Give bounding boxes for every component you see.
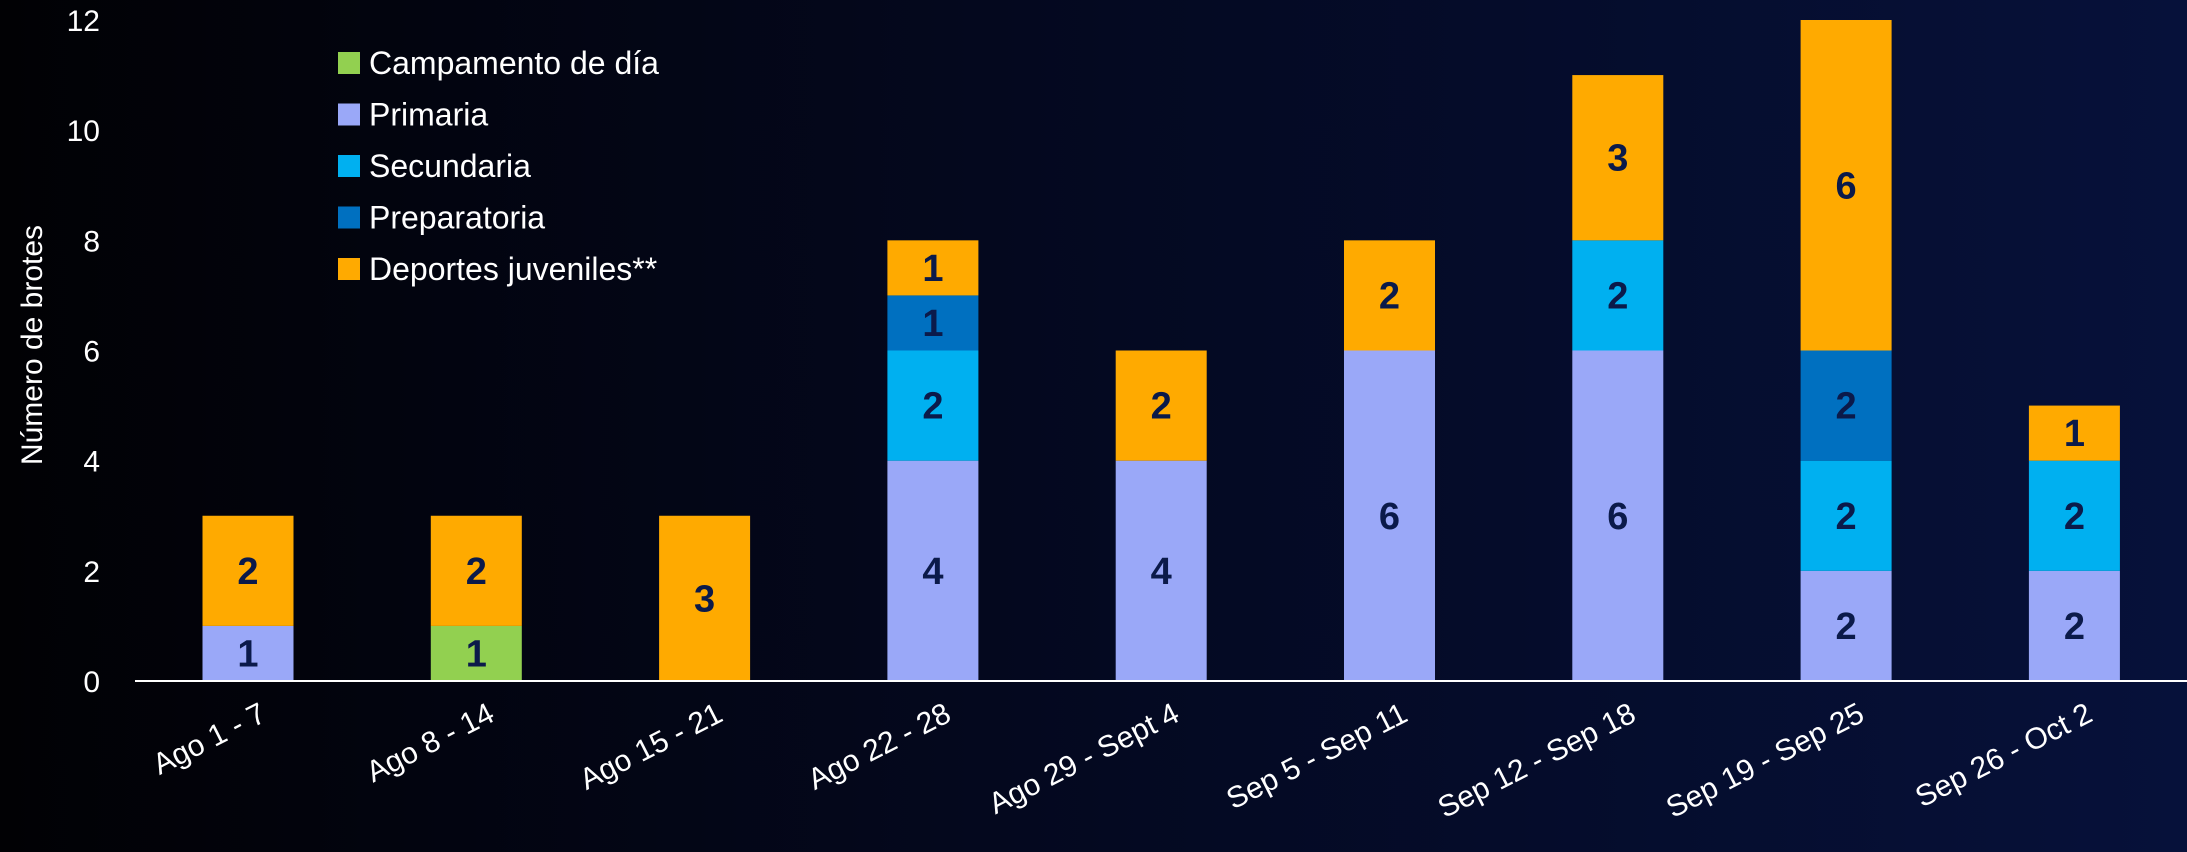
legend-label: Campamento de día — [369, 45, 659, 81]
y-tick-label: 6 — [83, 336, 100, 369]
x-tick-label: Ago 15 - 21 — [575, 697, 728, 797]
x-tick-label: Sep 26 - Oct 2 — [1910, 697, 2097, 814]
data-label: 2 — [922, 386, 943, 428]
data-label: 2 — [1836, 606, 1857, 648]
x-tick-label: Sep 12 - Sep 18 — [1433, 697, 1641, 825]
data-label: 3 — [1607, 138, 1628, 180]
legend-label: Preparatoria — [369, 200, 545, 236]
y-axis: 0 2 4 6 8 10 12 — [67, 5, 100, 699]
data-label: 2 — [1607, 275, 1628, 317]
data-label: 1 — [922, 303, 943, 345]
x-tick-label: Ago 29 - Sept 4 — [984, 697, 1185, 821]
data-label: 1 — [466, 633, 487, 675]
data-label: 4 — [1151, 551, 1172, 593]
data-label: 2 — [237, 551, 258, 593]
x-tick-label: Sep 5 - Sep 11 — [1221, 697, 1412, 816]
x-tick-label: Ago 22 - 28 — [803, 697, 956, 797]
data-label: 2 — [466, 551, 487, 593]
legend-label: Secundaria — [369, 148, 531, 184]
y-axis-label: Número de brotes — [16, 225, 49, 465]
data-label: 6 — [1379, 496, 1400, 538]
data-label: 6 — [1607, 496, 1628, 538]
y-tick-label: 0 — [83, 666, 100, 699]
legend-swatch — [338, 52, 360, 74]
data-label: 2 — [2064, 496, 2085, 538]
legend-swatch — [338, 258, 360, 280]
data-label: 1 — [922, 248, 943, 290]
legend-swatch — [338, 104, 360, 126]
data-label: 2 — [1836, 496, 1857, 538]
data-label: 1 — [2064, 413, 2085, 455]
data-label: 4 — [922, 551, 943, 593]
data-label: 2 — [2064, 606, 2085, 648]
y-tick-label: 12 — [67, 5, 100, 38]
legend-swatch — [338, 207, 360, 229]
bars: 1 2 1 2 3 4 2 1 1 4 2 6 2 6 2 3 2 2 2 6 2 2 1 — [203, 20, 2120, 681]
y-tick-label: 2 — [83, 556, 100, 589]
data-label: 2 — [1836, 386, 1857, 428]
legend-label: Primaria — [369, 97, 488, 133]
y-tick-label: 10 — [67, 115, 100, 148]
legend-swatch — [338, 155, 360, 177]
x-axis: Ago 1 - 7 Ago 8 - 14 Ago 15 - 21 Ago 22 - 2… — [148, 697, 2098, 825]
data-label: 1 — [237, 633, 258, 675]
x-tick-label: Sep 19 - Sep 25 — [1661, 697, 1869, 825]
x-tick-label: Ago 8 - 14 — [361, 697, 499, 789]
data-label: 3 — [694, 578, 715, 620]
legend: Campamento de día Primaria Secundaria Prepa… — [338, 45, 659, 287]
x-tick-label: Ago 1 - 7 — [148, 697, 271, 782]
y-tick-label: 4 — [83, 446, 100, 479]
y-tick-label: 8 — [83, 225, 100, 258]
data-label: 2 — [1379, 275, 1400, 317]
data-label: 6 — [1836, 165, 1857, 207]
legend-label: Deportes juveniles** — [369, 251, 657, 287]
data-label: 2 — [1151, 386, 1172, 428]
